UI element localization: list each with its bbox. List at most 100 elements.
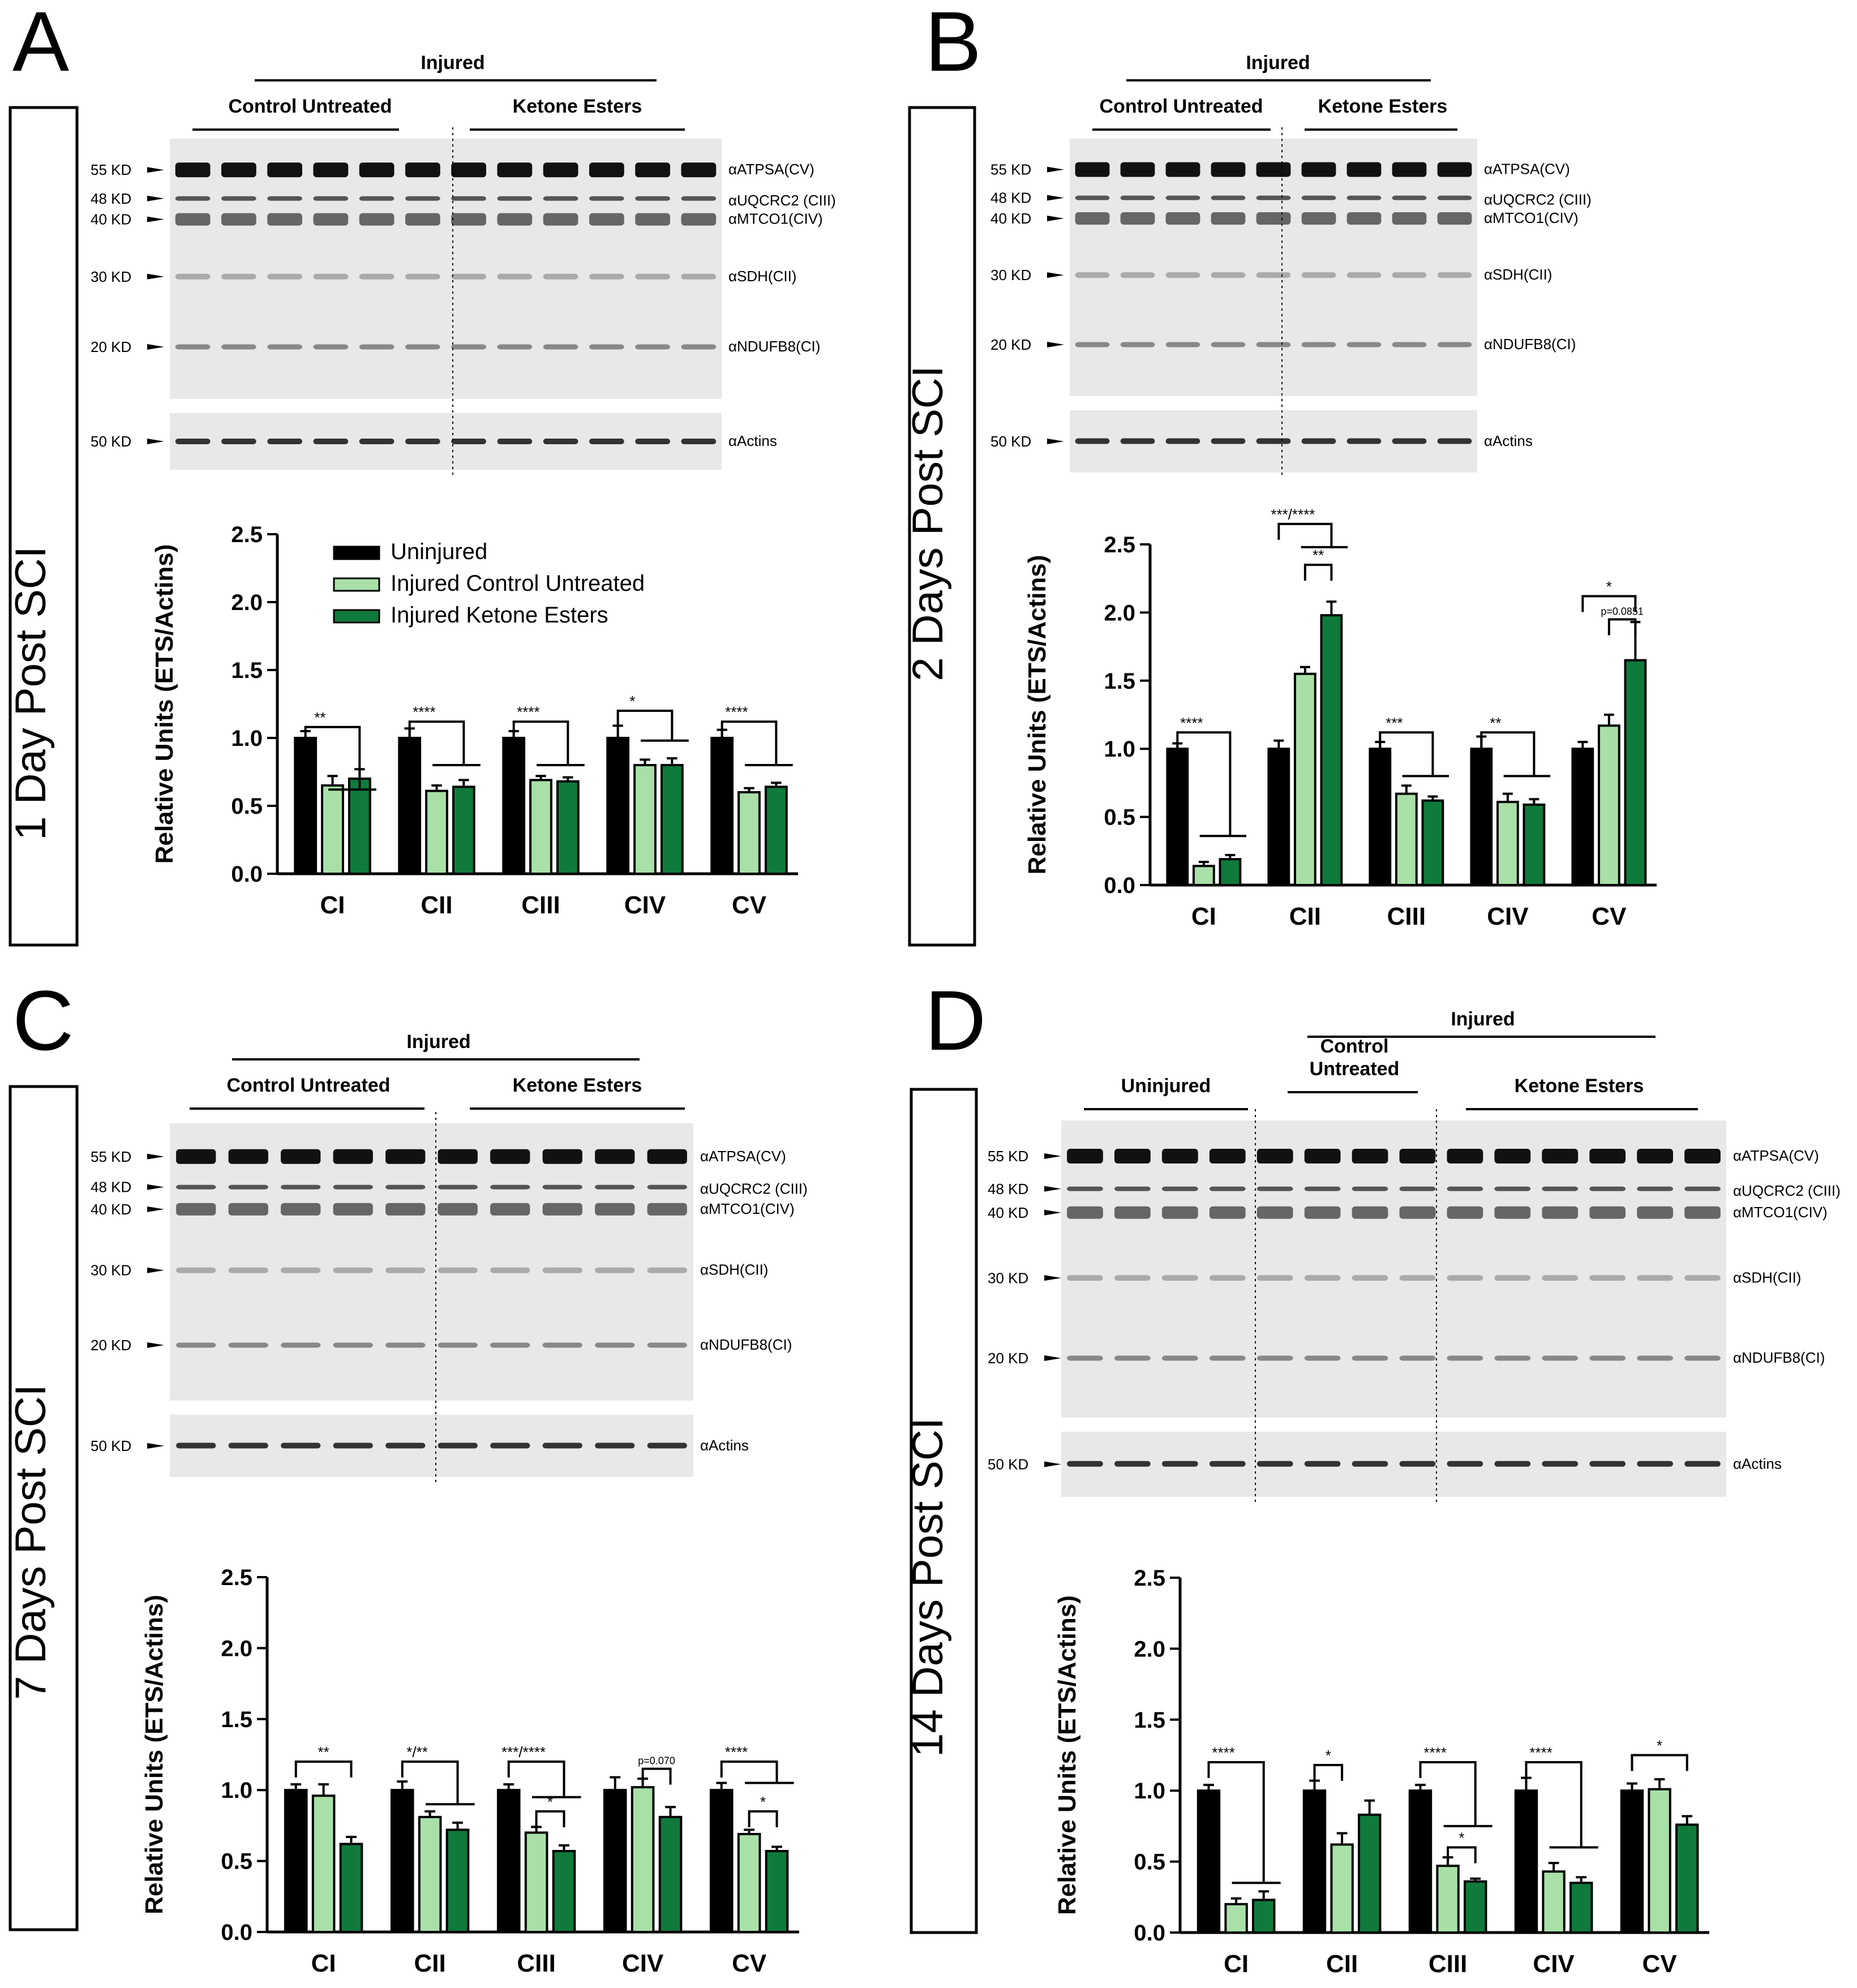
band <box>1352 1275 1388 1281</box>
sig-annotation: **** <box>413 703 435 720</box>
band <box>313 273 349 280</box>
band <box>438 1184 478 1190</box>
bar <box>398 737 422 875</box>
band <box>1447 1186 1483 1191</box>
band <box>1301 272 1336 278</box>
sig-bracket <box>401 1761 459 1805</box>
marker-label: 20 KD <box>91 1337 131 1354</box>
band <box>1304 1355 1341 1361</box>
actin-band <box>221 439 256 444</box>
legend-label: Injured Control Untreated <box>391 571 645 596</box>
band <box>221 213 256 226</box>
actin-band <box>1256 1461 1293 1467</box>
bar <box>658 1815 683 1934</box>
bar <box>1166 748 1189 886</box>
band <box>1114 1206 1151 1219</box>
group-label: Control <box>1320 1036 1389 1057</box>
sig-annotation: * <box>547 1793 553 1810</box>
band <box>1437 162 1472 177</box>
band <box>543 162 578 178</box>
band <box>595 1267 635 1273</box>
band <box>595 1203 635 1216</box>
band <box>543 344 578 350</box>
band <box>542 1184 582 1190</box>
band <box>176 1184 216 1190</box>
band <box>1447 1275 1483 1281</box>
band <box>405 213 440 226</box>
band <box>385 1203 426 1216</box>
band <box>497 196 533 201</box>
band <box>1165 212 1200 225</box>
sig-annotation: **** <box>1529 1744 1552 1761</box>
bar <box>1569 1882 1593 1934</box>
band <box>359 196 394 201</box>
actin-band <box>281 1442 321 1449</box>
antibody-label: αMTCO1(CIV) <box>1484 209 1579 226</box>
x-tick-label: CI <box>311 1950 336 1977</box>
actin-band <box>1075 438 1110 444</box>
band <box>1399 1186 1436 1191</box>
band <box>176 1342 216 1348</box>
timepoint-label: 1 Day Post SCI <box>7 546 55 840</box>
y-tick-label: 1.0 <box>221 1778 252 1803</box>
band <box>359 162 394 178</box>
actin-band <box>451 439 486 444</box>
bar <box>1542 1870 1566 1934</box>
band <box>1352 1186 1388 1191</box>
band <box>1589 1186 1626 1191</box>
marker-label: 48 KD <box>988 1180 1028 1197</box>
y-tick-label: 1.0 <box>1104 737 1135 762</box>
marker-arrow <box>1047 166 1064 173</box>
marker-label: 50 KD <box>91 1437 131 1454</box>
x-tick-label: CV <box>1642 1950 1678 1978</box>
sig-annotation: ** <box>1313 547 1324 564</box>
legend-swatch <box>333 609 380 624</box>
marker-label: 30 KD <box>990 267 1031 284</box>
bar <box>348 778 371 875</box>
marker-arrow <box>1047 195 1064 201</box>
antibody-label: αUQCRC2 (CIII) <box>1484 191 1592 208</box>
marker-arrow <box>1044 1209 1061 1216</box>
bar-chart-D: 0.0 0.5 1.0 1.5 2.0 2.5 Relative Units (ETS/Ac… <box>1053 1566 1709 1978</box>
y-tick-label: 1.5 <box>231 658 263 683</box>
blot-panel-D: 55 KD 48 KD 40 KD 30 KD 20 KD 50 KD αATPSA(CV)… <box>988 1120 1841 1497</box>
sig-annotation: */** <box>406 1744 428 1761</box>
band <box>313 162 349 178</box>
band <box>1637 1275 1673 1281</box>
band <box>1256 1275 1293 1281</box>
bar-chart-B: 0.0 0.5 1.0 1.5 2.0 2.5 Relative Units (ETS/Ac… <box>1023 506 1657 930</box>
bar <box>524 1831 548 1933</box>
actin-band <box>543 439 578 444</box>
bar <box>603 1789 627 1933</box>
band <box>267 213 302 226</box>
x-tick-label: CII <box>1289 903 1321 930</box>
bar <box>1358 1813 1382 1934</box>
sig-annotation: * <box>760 1793 766 1810</box>
sig-annotation: **** <box>725 703 748 720</box>
band <box>175 213 211 226</box>
bar <box>556 780 580 875</box>
band <box>281 1184 321 1190</box>
y-tick-label: 1.5 <box>221 1707 252 1732</box>
y-tick-label: 0.0 <box>221 1920 252 1945</box>
band <box>1114 1355 1151 1361</box>
band <box>1211 272 1246 278</box>
marker-label: 30 KD <box>91 1262 131 1279</box>
band <box>635 162 670 178</box>
band <box>1211 342 1246 347</box>
antibody-label: αSDH(CII) <box>1733 1269 1801 1286</box>
sig-bracket <box>1303 564 1333 581</box>
band <box>1346 162 1382 177</box>
band <box>1120 212 1155 225</box>
band <box>1114 1149 1151 1163</box>
band <box>1120 195 1155 200</box>
x-tick-label: CIV <box>1487 903 1529 930</box>
band <box>635 344 670 350</box>
band <box>1301 342 1336 347</box>
actin-band <box>175 439 211 444</box>
band <box>267 162 302 178</box>
actin-band <box>438 1442 478 1449</box>
sig-annotation: p=0.070 <box>638 1755 675 1767</box>
sig-bracket <box>616 710 674 741</box>
antibody-label: αNDUFB8(CI) <box>700 1336 792 1353</box>
